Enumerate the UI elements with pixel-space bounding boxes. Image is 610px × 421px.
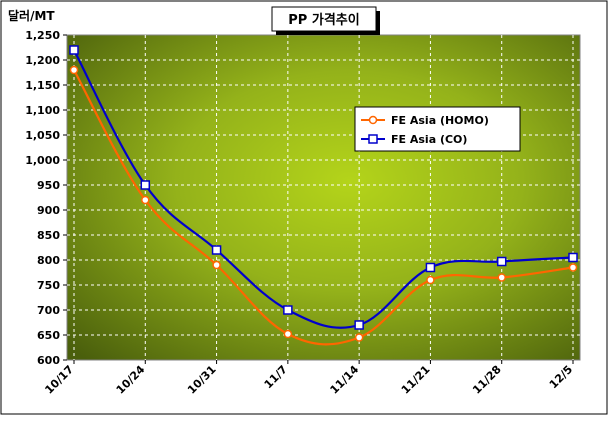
- y-tick-label: 750: [37, 279, 60, 292]
- legend-label-co: FE Asia (CO): [391, 133, 467, 146]
- legend-label-homo: FE Asia (HOMO): [391, 114, 489, 127]
- data-point-co: [140, 180, 151, 190]
- data-point-homo: [283, 329, 293, 339]
- y-axis-unit-label: 달러/MT: [8, 8, 55, 23]
- data-point-homo: [212, 260, 221, 270]
- y-tick-label: 650: [37, 329, 60, 342]
- chart-title: PP 가격추이: [288, 12, 359, 28]
- legend-box: [354, 106, 521, 152]
- legend: FE Asia (HOMO) FE Asia (CO): [354, 106, 521, 152]
- data-point-co: [425, 262, 436, 273]
- chart-title-box: PP 가격추이: [271, 6, 380, 35]
- y-tick-label: 1,250: [25, 29, 60, 42]
- y-tick-label: 1,000: [25, 154, 60, 167]
- data-point-co: [69, 45, 79, 55]
- y-tick-label: 1,150: [25, 79, 60, 92]
- data-point-homo: [141, 195, 150, 205]
- legend-marker-co: [368, 134, 378, 144]
- y-tick-label: 700: [37, 304, 60, 317]
- data-point-homo: [354, 333, 364, 342]
- y-tick-label: 800: [37, 254, 60, 267]
- y-tick-label: 850: [37, 229, 60, 242]
- grid-lines: [67, 35, 580, 360]
- y-tick-label: 1,100: [25, 104, 60, 117]
- y-tick-label: 1,050: [25, 129, 60, 142]
- data-point-co: [354, 320, 364, 330]
- plot-area: [66, 34, 581, 361]
- legend-marker-homo: [368, 115, 378, 125]
- data-point-homo: [497, 273, 506, 282]
- y-tick-label: 600: [37, 354, 60, 367]
- data-point-homo: [69, 65, 79, 75]
- y-tick-label: 950: [37, 179, 60, 192]
- data-point-co: [568, 252, 578, 263]
- series-layer: [69, 45, 578, 346]
- data-point-co: [496, 256, 507, 267]
- y-tick-label: 900: [37, 204, 60, 217]
- data-point-co: [211, 245, 222, 255]
- y-tick-label: 1,200: [25, 54, 60, 67]
- data-point-co: [283, 305, 293, 315]
- data-point-homo: [426, 275, 435, 285]
- data-point-homo: [568, 263, 578, 272]
